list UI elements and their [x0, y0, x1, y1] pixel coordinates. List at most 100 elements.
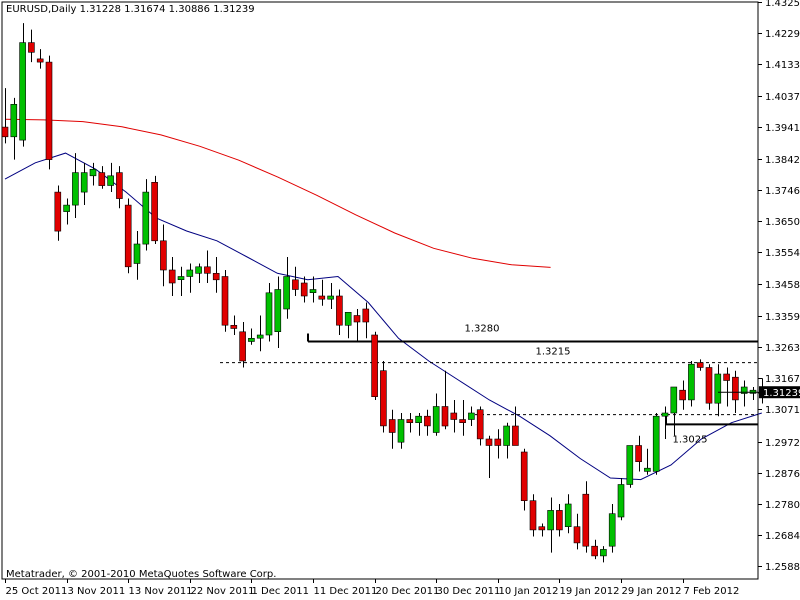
candle-body [608, 513, 616, 547]
candle-body [89, 169, 97, 177]
level-label-2-3215: 1.3215 [536, 347, 571, 358]
current-price-label: 1.31239 [763, 388, 800, 399]
y-tick-label: 1.30710 [765, 405, 800, 416]
y-tick-label: 1.31670 [765, 374, 800, 385]
candle-body [265, 292, 273, 336]
y-tick-label: 1.41330 [765, 60, 800, 71]
y-tick-label: 1.42290 [765, 29, 800, 40]
candle-body [151, 182, 158, 242]
candle-body [485, 438, 493, 446]
ma-fast-line [4, 152, 762, 481]
candle-body [591, 545, 598, 557]
candle-body [406, 419, 414, 424]
y-tick-label: 1.25880 [765, 562, 800, 573]
candle-body [705, 367, 713, 404]
candle-body [644, 467, 651, 472]
candle-body [248, 337, 255, 342]
candle-body [195, 266, 202, 274]
x-tick-label: 3 Nov 2011 [68, 586, 126, 597]
candle-body [450, 412, 458, 420]
candle-body [380, 370, 387, 427]
candle-body [670, 386, 678, 414]
ma-slow-line [4, 118, 551, 268]
candle-body [212, 272, 220, 281]
candle-body [45, 61, 53, 160]
candle-body [318, 295, 326, 300]
candle-body [661, 412, 669, 417]
candle-body [353, 315, 361, 323]
y-tick-label: 1.28760 [765, 469, 800, 480]
x-tick-label: 10 Jan 2012 [499, 586, 559, 597]
y-tick-label: 1.27800 [765, 500, 800, 511]
candle-body [520, 451, 528, 502]
candle-body [371, 334, 378, 398]
x-tick-label: 29 Jan 2012 [622, 586, 682, 597]
candle-body [28, 42, 35, 53]
x-tick-label: 19 Jan 2012 [560, 586, 620, 597]
candle-body [19, 42, 26, 141]
candle-body [503, 425, 510, 446]
candle-body [679, 389, 686, 401]
level-label-4-3025: 1.3025 [673, 434, 708, 445]
candle-body [538, 526, 546, 531]
candle-body [362, 308, 370, 323]
candle-body [124, 204, 132, 268]
y-tick-label: 1.26840 [765, 531, 800, 542]
y-tick-label: 1.40370 [765, 92, 800, 103]
y-tick-label: 1.34580 [765, 280, 800, 291]
candle-body [441, 406, 449, 427]
candle-body [186, 269, 194, 277]
candle-body [529, 500, 537, 531]
candle-body [98, 172, 106, 186]
candle-body [54, 191, 62, 232]
y-tick-label: 1.39410 [765, 123, 800, 134]
y-tick-label: 1.36500 [765, 217, 800, 228]
y-tick-label: 1.32630 [765, 343, 800, 354]
candle-body [1, 126, 9, 138]
y-tick-label: 1.33590 [765, 312, 800, 323]
y-tick-label: 1.38420 [765, 155, 800, 166]
x-tick-label: 7 Feb 2012 [684, 586, 740, 597]
candle-body [547, 510, 554, 531]
candle-body [300, 282, 308, 297]
candle-body [635, 445, 642, 463]
candle-body [133, 243, 141, 264]
x-tick-label: 30 Dec 2011 [437, 586, 501, 597]
plot-frame [1, 1, 759, 580]
candle-body [239, 331, 246, 362]
candle-body [714, 373, 722, 404]
candle-body [617, 484, 625, 518]
candle-body [10, 104, 18, 138]
y-tick-label: 1.43250 [765, 0, 800, 9]
candle-body [573, 526, 581, 544]
candle-body [397, 419, 405, 443]
candle-body [204, 266, 211, 274]
level-label-1-3280: 1.3280 [465, 324, 500, 335]
candle-body [116, 172, 123, 199]
candle-body [80, 172, 88, 193]
candle-body [476, 409, 484, 440]
candle-body [274, 289, 282, 333]
candle-body [177, 276, 185, 281]
candle-body [292, 279, 299, 290]
y-tick-label: 1.29720 [765, 438, 800, 449]
candle-body [256, 334, 264, 339]
x-tick-label: 20 Dec 2011 [376, 586, 440, 597]
chart-title: EURUSD,Daily 1.31228 1.31674 1.30886 1.3… [6, 4, 255, 15]
y-tick-label: 1.37460 [765, 186, 800, 197]
candle-body [327, 295, 334, 300]
candle-body [168, 269, 176, 284]
candle-body [723, 373, 730, 381]
current-price-box [759, 386, 800, 399]
candle-body [344, 311, 352, 326]
candle-body [221, 276, 229, 326]
candle-body [652, 415, 660, 472]
x-tick-label: 13 Nov 2011 [129, 586, 193, 597]
candle-body [556, 510, 563, 531]
candle-body [142, 191, 150, 245]
candle-body [600, 549, 607, 557]
x-tick-label: 25 Oct 2011 [6, 586, 68, 597]
candle-body [564, 503, 572, 528]
candle-body [230, 324, 238, 329]
copyright-label: Metatrader, © 2001-2010 MetaQuotes Softw… [6, 569, 277, 580]
